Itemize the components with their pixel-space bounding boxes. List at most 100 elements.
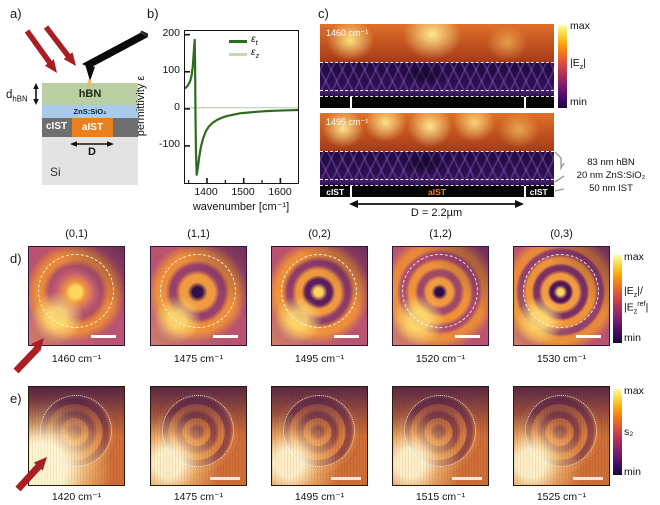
zns-sio2-layer: ZnS:SiO₂ [42, 105, 138, 118]
cist-right-label: cIST [529, 187, 548, 197]
scale-bar [213, 334, 238, 338]
sim-wavenumber-label: 1495 cm⁻¹ [326, 117, 369, 127]
e-caption-4: 1515 cm⁻¹ [415, 491, 466, 503]
colorbar-ez [558, 25, 567, 108]
aist-outline-circle [38, 254, 114, 328]
scale-bar [91, 334, 116, 338]
aist-boundary-mark [350, 186, 353, 197]
colorbar-d-min-label: min [624, 332, 641, 344]
panel-d-label: d) [10, 251, 22, 266]
permittivity-plot-frame [184, 30, 299, 184]
simulation-image-1460: 1460 cm⁻¹ [320, 24, 554, 108]
colorbar-e [613, 389, 622, 475]
colorbar-e-min-label: min [624, 466, 641, 478]
d-caption-3: 1495 cm⁻¹ [294, 353, 345, 365]
scale-bar [331, 477, 361, 480]
aist-outline-circle [160, 254, 236, 328]
experiment-image-5 [513, 386, 610, 486]
aist-boundary-mark [523, 97, 526, 108]
scale-bar [455, 334, 480, 338]
simulation-image-1495: cIST aIST cIST 1495 cm⁻¹ [320, 113, 554, 197]
y-tick-neg100: -100 [158, 138, 180, 150]
nearfield-sim-image-3 [271, 246, 368, 346]
experiment-image-4 [392, 386, 489, 486]
colorbar-e-max-label: max [624, 385, 644, 397]
panel-a-label: a) [10, 6, 22, 21]
ist-thickness-annotation: 50 nm IST [589, 183, 633, 194]
y-tick-0: 0 [174, 101, 180, 113]
c-annotation-connectors-icon [554, 151, 565, 192]
scale-bar [452, 477, 482, 480]
aist-outline-circle [402, 254, 478, 328]
hbn-layer-label: hBN [78, 88, 102, 100]
scale-bar [576, 334, 601, 338]
colorbar-d-quantity-line1: |Ez|/ [624, 285, 643, 300]
hbn-layer: hBN [42, 83, 138, 105]
panel-b-label: b) [147, 6, 159, 21]
experiment-image-1 [28, 386, 125, 486]
aist-region: aIST [72, 118, 113, 137]
experiment-image-3 [271, 386, 368, 486]
nearfield-sim-image-5 [513, 246, 610, 346]
epsilon-z-label: εz [251, 45, 260, 61]
d-caption-5: 1530 cm⁻¹ [536, 353, 587, 365]
d-caption-1: 1460 cm⁻¹ [51, 353, 102, 365]
d-caption-4: 1520 cm⁻¹ [415, 353, 466, 365]
hbn-region [320, 62, 554, 90]
legend-entry-epsilon-z: εz [229, 45, 260, 61]
ist-layer: cIST aIST [42, 118, 138, 137]
air-region [320, 113, 554, 151]
e-caption-1: 1420 cm⁻¹ [51, 491, 102, 503]
hbn-region [320, 151, 554, 179]
sim-wavenumber-label: 1460 cm⁻¹ [326, 28, 369, 38]
cist-left-label: cIST [326, 187, 345, 197]
colorbar-e-quantity-label: s₂ [624, 426, 634, 438]
x-tick-1500: 1500 [231, 186, 255, 198]
colorbar-quantity-label: |Ez| [570, 57, 587, 72]
permittivity-plot [184, 33, 299, 183]
epsilon-z-line-swatch [229, 53, 247, 56]
y-tick-200: 200 [162, 27, 180, 39]
aist-outline-circle [162, 395, 234, 467]
aist-boundary-mark [523, 186, 526, 197]
hbn-thickness-label: dhBN [6, 89, 28, 104]
mode-header-02: (0,2) [308, 228, 331, 240]
aist-label: aIST [428, 187, 446, 197]
aist-outline-circle [404, 395, 476, 467]
panel-e-label: e) [10, 391, 22, 406]
mode-header-03: (0,3) [550, 228, 573, 240]
hbn-thickness-annotation: 83 nm hBN [587, 157, 635, 168]
ist-region: cIST aIST cIST [320, 185, 554, 197]
mode-header-11: (1,1) [187, 228, 210, 240]
scale-bar [210, 477, 240, 480]
epsilon-t-label: εt [251, 32, 258, 48]
si-substrate: Si [42, 137, 138, 185]
aist-width-label: D [88, 146, 96, 158]
colorbar-d [613, 255, 622, 343]
zns-region [320, 90, 554, 96]
x-tick-1600: 1600 [268, 186, 292, 198]
scale-bar [334, 334, 359, 338]
x-axis-label: wavenumber [cm⁻¹] [192, 201, 290, 213]
zns-sio2-layer-label: ZnS:SiO₂ [73, 107, 107, 116]
nearfield-sim-image-4 [392, 246, 489, 346]
air-region [320, 24, 554, 62]
nearfield-sim-image-1 [28, 246, 125, 346]
sample-stack-schematic: hBN ZnS:SiO₂ cIST aIST Si [42, 83, 138, 185]
colorbar-min-label: min [570, 96, 587, 108]
colorbar-d-max-label: max [624, 251, 644, 263]
aist-outline-circle [40, 395, 112, 467]
si-substrate-label: Si [50, 165, 61, 179]
aist-boundary-mark [350, 97, 353, 108]
scale-bar [573, 477, 603, 480]
incident-light-arrows-icon [24, 25, 76, 73]
aist-outline-circle [523, 254, 599, 328]
e-caption-2: 1475 cm⁻¹ [173, 491, 224, 503]
epsilon-t-line-swatch [229, 40, 247, 43]
colorbar-max-label: max [570, 20, 590, 32]
aist-outline-circle [283, 395, 355, 467]
aist-width-dimension-label: D = 2.2µm [410, 207, 463, 219]
mode-header-01: (0,1) [65, 228, 88, 240]
aist-outline-circle [281, 254, 357, 328]
